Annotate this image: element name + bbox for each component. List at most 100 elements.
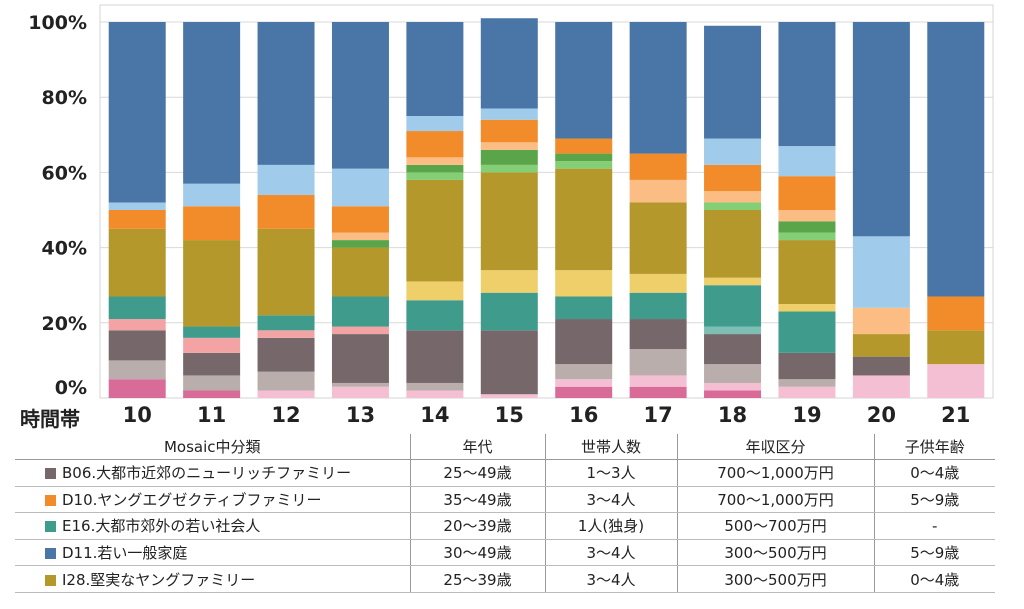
bar-segment — [852, 375, 910, 398]
bar-segment — [555, 138, 613, 154]
segment-cell: D10.ヤングエグゼクティブファミリー — [15, 486, 410, 514]
bar-segment — [406, 281, 464, 301]
y-tick-label: 100% — [28, 12, 87, 34]
bar-segment — [108, 228, 166, 297]
bar-segment — [480, 149, 538, 165]
bar-segment — [704, 210, 762, 278]
bar-segment — [257, 390, 315, 398]
bar-segment — [406, 300, 464, 331]
x-tick-label: 16 — [569, 403, 598, 427]
bar-segment — [331, 206, 389, 233]
bar-segment — [629, 386, 687, 398]
bar-segment — [406, 116, 464, 132]
bar-segment — [331, 168, 389, 207]
bar-segment — [183, 326, 241, 338]
bar-segment — [778, 240, 836, 304]
bar-segment — [183, 183, 241, 207]
bar-segment — [927, 296, 985, 331]
income-cell: 500～700万円 — [676, 512, 874, 540]
legend-swatch — [45, 548, 56, 560]
bar-segment — [629, 22, 687, 154]
x-axis-ticks: 10 11 12 13 14 15 16 17 18 19 20 21 — [123, 403, 971, 427]
child-age-cell: - — [873, 512, 995, 540]
bar-segment — [555, 270, 613, 297]
bar-segment — [852, 236, 910, 308]
bar-segment — [406, 157, 464, 165]
income-cell: 700～1,000万円 — [676, 486, 874, 514]
bar-segment — [108, 319, 166, 331]
bar-segment — [778, 146, 836, 177]
segment-cell: I28.堅実なヤングファミリー — [15, 565, 410, 593]
bar-segment — [331, 240, 389, 248]
bar-segment — [183, 352, 241, 376]
bar-segment — [927, 22, 985, 297]
x-tick-label: 18 — [718, 403, 747, 427]
bar-segment — [927, 330, 985, 365]
bar-segment — [852, 356, 910, 376]
bar-segment — [704, 164, 762, 192]
segment-cell: B06.大都市近郊のニューリッチファミリー — [15, 459, 410, 487]
bar-segment — [927, 364, 985, 398]
bar-segment — [629, 292, 687, 320]
child-age-cell: 5～9歳 — [873, 539, 995, 567]
bar-segment — [331, 382, 389, 387]
bar-segment — [108, 22, 166, 203]
bar-segment — [480, 119, 538, 143]
bar-segment — [555, 319, 613, 365]
x-tick-label: 10 — [123, 403, 152, 427]
household-cell: 3～4人 — [544, 565, 677, 593]
income-cell: 300～500万円 — [676, 565, 874, 593]
bar-segment — [629, 179, 687, 203]
bar-segment — [331, 334, 389, 383]
segment-table: Mosaic中分類 年代 世帯人数 年収区分 子供年齢 B06.大都市近郊のニュ… — [15, 434, 995, 593]
bar-segment — [406, 172, 464, 180]
bar-segment — [778, 232, 836, 241]
bar-segment — [704, 191, 762, 203]
segment-label: I28.堅実なヤングファミリー — [62, 570, 256, 589]
age-cell: 30～49歳 — [409, 539, 545, 567]
bar-segment — [406, 22, 464, 116]
age-cell: 25～49歳 — [409, 459, 545, 487]
bar-segment — [480, 394, 538, 398]
bar-segment — [257, 22, 315, 165]
bar-segment — [480, 142, 538, 150]
bar-segment — [108, 330, 166, 361]
bar-segment — [257, 330, 315, 338]
bar-segment — [257, 371, 315, 391]
x-axis-label: 時間帯 — [20, 407, 80, 431]
bar-segment — [704, 334, 762, 365]
bar-segment — [108, 210, 166, 229]
bar-segment — [629, 273, 687, 293]
bar-segment — [480, 172, 538, 271]
bar-segment — [555, 168, 613, 271]
bar-segment — [555, 379, 613, 387]
bar-segment — [257, 315, 315, 331]
bar-segment — [704, 326, 762, 335]
plot-frame — [99, 4, 994, 399]
bar-segment — [629, 375, 687, 387]
bar-segment — [108, 360, 166, 380]
age-cell: 25～39歳 — [409, 565, 545, 593]
bar-segment — [778, 304, 836, 312]
bar-segment — [704, 364, 762, 383]
bar-segment — [629, 202, 687, 274]
bar-segment — [480, 292, 538, 331]
y-axis-ticks: 0% 20% 40% 60% 80% 100% — [28, 12, 87, 399]
header-segment: Mosaic中分類 — [15, 434, 410, 460]
x-tick-label: 11 — [197, 403, 226, 427]
bar-segment — [555, 296, 613, 320]
table-body: B06.大都市近郊のニューリッチファミリー 25～49歳 1～3人 700～1,000… — [15, 459, 995, 593]
bar-segment — [778, 210, 836, 222]
bar-segment — [704, 138, 762, 165]
bar-segment — [778, 176, 836, 210]
bar-segment — [704, 390, 762, 398]
bar-segment — [183, 206, 241, 241]
bar-segment — [183, 375, 241, 391]
bar-segment — [555, 22, 613, 139]
bar-segment — [629, 319, 687, 350]
stacked-bar-chart: 0% 20% 40% 60% 80% 100% 10 11 12 13 14 15 16 17 18 19 2… — [20, 4, 994, 431]
header-income: 年収区分 — [676, 434, 874, 460]
x-tick-label: 12 — [271, 403, 300, 427]
x-tick-label: 13 — [346, 403, 375, 427]
bar-segment — [183, 390, 241, 398]
